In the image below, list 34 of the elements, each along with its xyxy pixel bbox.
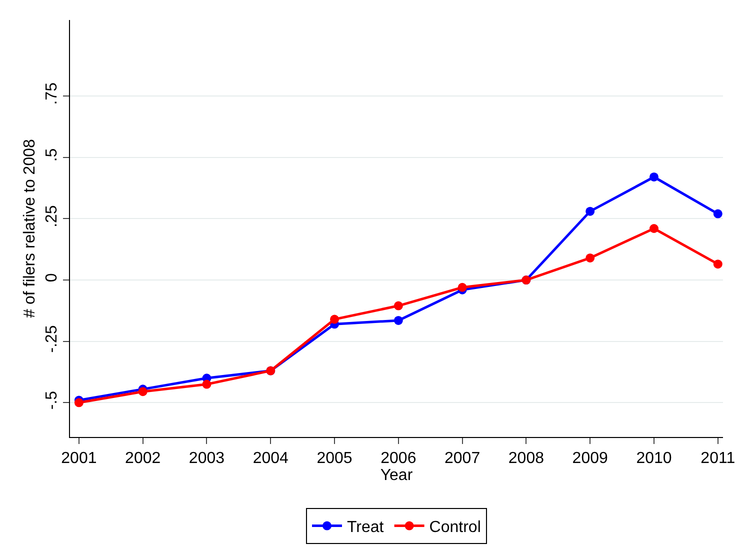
- x-tick-label: 2009: [572, 450, 608, 468]
- point: [586, 253, 595, 262]
- point: [586, 206, 595, 216]
- x-axis-title: Year: [380, 467, 414, 484]
- y-tick-label: -.25: [44, 325, 61, 353]
- legend-label: Control: [429, 519, 481, 536]
- y-axis-title: # of filers relative to 2008: [22, 139, 38, 318]
- x-tick-label: 2011: [700, 450, 736, 468]
- point: [138, 387, 148, 396]
- point: [394, 316, 403, 325]
- y-tick-label: .25: [44, 205, 61, 228]
- x-tick-label: 2010: [636, 450, 672, 468]
- x-tick-label: 2001: [61, 450, 97, 468]
- x-tick-label: 2005: [316, 450, 352, 468]
- x-tick-label: 2002: [125, 450, 161, 468]
- point: [394, 301, 403, 310]
- legend-label: Treat: [347, 519, 384, 536]
- y-tick-label: -.5: [44, 390, 61, 410]
- point: [649, 172, 658, 182]
- point: [458, 282, 467, 292]
- x-tick-label: 2003: [188, 450, 225, 468]
- point: [202, 380, 212, 389]
- point: [649, 224, 658, 233]
- point: [713, 209, 722, 218]
- x-tick-label: 2008: [508, 450, 544, 468]
- y-tick-label: .5: [44, 148, 61, 162]
- x-tick-label: 2007: [444, 450, 480, 468]
- y-tick-label: 0: [44, 273, 61, 282]
- y-tick-label: .75: [44, 82, 61, 105]
- point: [330, 314, 340, 324]
- x-tick-label: 2004: [252, 450, 289, 468]
- x-tick-label: 2006: [380, 450, 416, 468]
- point: [74, 398, 84, 408]
- point: [713, 260, 722, 269]
